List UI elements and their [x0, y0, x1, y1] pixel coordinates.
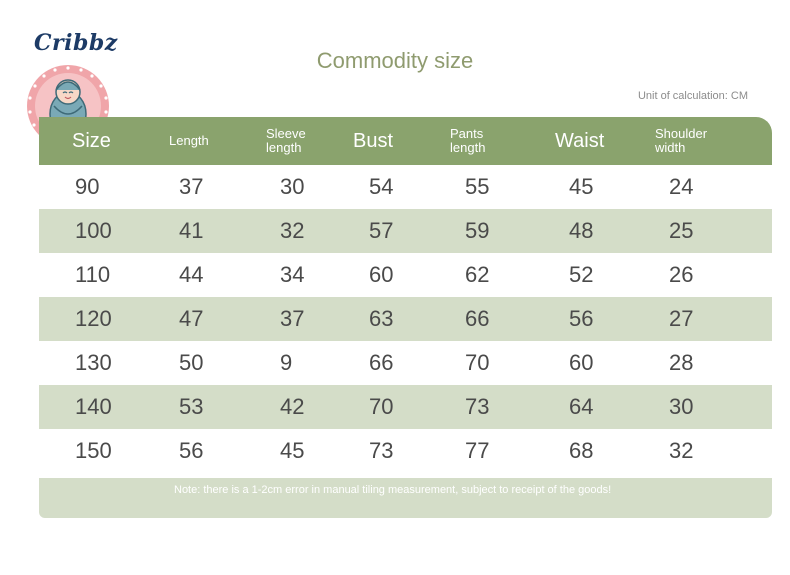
table-cell: 27 [669, 306, 694, 331]
table-cell: 32 [669, 438, 694, 463]
table-cell: 55 [465, 174, 490, 199]
table-row: 100 41 32 57 59 48 25 [39, 209, 772, 253]
table-cell: 120 [75, 306, 112, 331]
header-size: Size [72, 129, 111, 152]
table-cell: 41 [179, 218, 204, 243]
table-cell: 45 [280, 438, 305, 463]
table-cell: 64 [569, 394, 594, 419]
table-cell: 68 [569, 438, 594, 463]
unit-note: Unit of calculation: CM [637, 90, 748, 102]
header-waist: Waist [555, 129, 605, 152]
table-cell: 26 [669, 262, 694, 287]
header-sleeve-length: Sleeve length [266, 126, 306, 155]
table-cell: 52 [569, 262, 594, 287]
table-row: 130 50 9 66 70 60 28 [39, 341, 772, 385]
table-cell: 56 [569, 306, 594, 331]
table-cell: 37 [179, 174, 204, 199]
table-cell: 30 [669, 394, 694, 419]
table-cell: 56 [179, 438, 204, 463]
table-cell: 60 [369, 262, 394, 287]
table-cell: 150 [75, 438, 112, 463]
table-row: 150 56 45 73 77 68 32 [39, 429, 772, 473]
measurement-note: Note: there is a 1-2cm error in manual t… [39, 478, 772, 518]
header-pants-length: Pants length [450, 126, 486, 155]
table-cell: 32 [280, 218, 305, 243]
table-cell: 140 [75, 394, 112, 419]
table-cell: 47 [179, 306, 204, 331]
table-cell: 44 [179, 262, 204, 287]
table-cell: 57 [369, 218, 394, 243]
table-cell: 62 [465, 262, 490, 287]
table-cell: 34 [280, 262, 305, 287]
table-row: 90 37 30 54 55 45 24 [39, 165, 772, 209]
table-cell: 25 [669, 218, 694, 243]
table-cell: 70 [369, 394, 394, 419]
table-cell: 130 [75, 350, 112, 375]
brand-logo-text: Cribbz [34, 30, 118, 56]
table-cell: 66 [465, 306, 490, 331]
table-cell: 42 [280, 394, 305, 419]
table-cell: 59 [465, 218, 490, 243]
table-cell: 73 [369, 438, 394, 463]
table-row: 140 53 42 70 73 64 30 [39, 385, 772, 429]
table-cell: 30 [280, 174, 305, 199]
table-cell: 48 [569, 218, 594, 243]
table-cell: 37 [280, 306, 305, 331]
header-bust: Bust [353, 129, 394, 152]
size-table: Size Length Sleeve length Bust Pants len… [39, 117, 772, 473]
header-shoulder-width: Shoulder width [655, 126, 708, 155]
table-row: 120 47 37 63 66 56 27 [39, 297, 772, 341]
table-cell: 53 [179, 394, 204, 419]
table-cell: 24 [669, 174, 694, 199]
table-cell: 110 [75, 262, 111, 287]
table-cell: 66 [369, 350, 394, 375]
table-cell: 90 [75, 174, 100, 199]
page-title: Commodity size [316, 48, 474, 73]
table-body: 90 37 30 54 55 45 24 100 41 32 57 59 48 25 110 44 34 60 62… [39, 165, 772, 473]
table-cell: 63 [369, 306, 394, 331]
table-cell: 45 [569, 174, 594, 199]
table-cell: 100 [75, 218, 112, 243]
table-cell: 28 [669, 350, 694, 375]
header-length: Length [169, 133, 209, 149]
table-cell: 73 [465, 394, 490, 419]
table-cell: 70 [465, 350, 490, 375]
table-cell: 60 [569, 350, 594, 375]
table-cell: 50 [179, 350, 204, 375]
table-row: 110 44 34 60 62 52 26 [39, 253, 772, 297]
table-cell: 77 [465, 438, 490, 463]
table-cell: 54 [369, 174, 394, 199]
table-cell: 9 [280, 350, 293, 375]
table-header: Size Length Sleeve length Bust Pants len… [39, 117, 772, 165]
